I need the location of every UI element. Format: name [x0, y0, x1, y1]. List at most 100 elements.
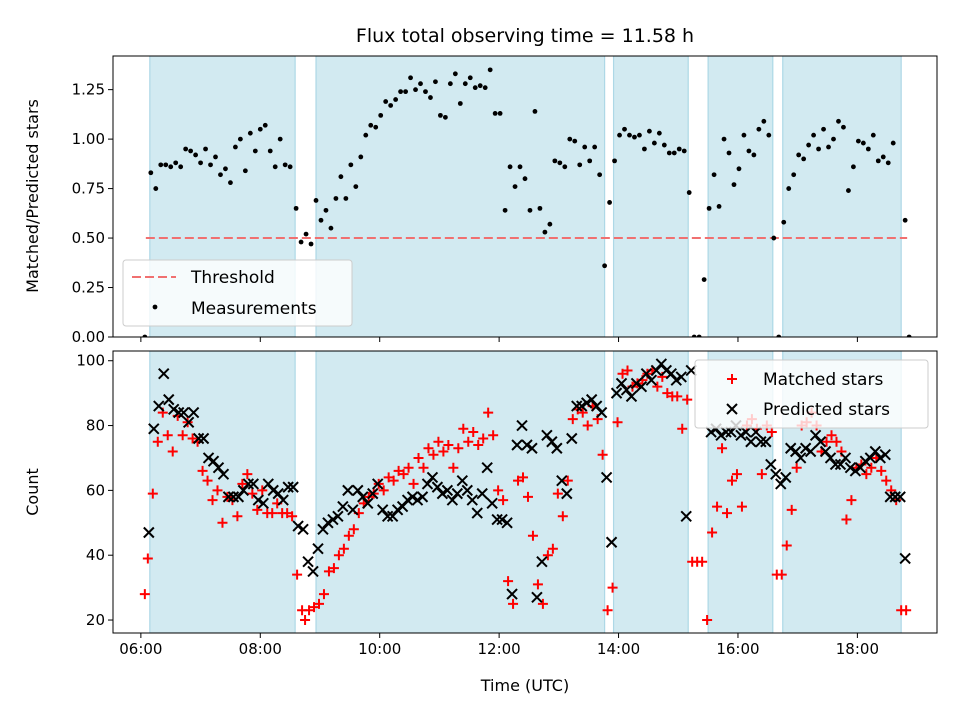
data-point	[348, 162, 354, 168]
matched-point	[493, 485, 504, 496]
predicted-point	[645, 374, 658, 386]
predicted-point	[202, 452, 215, 464]
predicted-point	[252, 494, 265, 506]
predicted-point	[780, 471, 792, 484]
observing-window	[782, 56, 902, 337]
data-point	[388, 103, 394, 108]
data-point	[587, 158, 593, 164]
predicted-point	[187, 406, 200, 419]
matched-point	[197, 465, 208, 476]
data-point	[597, 172, 603, 178]
predicted-point	[222, 491, 235, 503]
data-point	[173, 160, 179, 166]
predicted-point	[740, 426, 752, 438]
data-point	[363, 132, 369, 138]
predicted-point	[556, 474, 568, 487]
matched-point	[388, 475, 399, 486]
predicted-point	[332, 510, 344, 523]
data-point	[318, 217, 324, 223]
matched-point	[567, 414, 578, 425]
predicted-point	[794, 452, 807, 464]
predicted-point	[396, 500, 409, 513]
matched-point	[202, 475, 213, 486]
data-point	[343, 196, 349, 201]
data-point	[766, 132, 772, 138]
data-point	[796, 152, 802, 158]
data-point	[423, 89, 428, 95]
predicted-point	[526, 442, 538, 454]
predicted-point	[620, 384, 633, 396]
data-point	[771, 235, 777, 241]
predicted-point	[287, 481, 299, 493]
legend-measurements-swatch	[152, 304, 158, 310]
predicted-point	[585, 393, 598, 406]
data-point	[572, 138, 578, 144]
predicted-point	[755, 436, 767, 448]
predicted-point	[406, 491, 419, 503]
matched-point	[403, 462, 414, 473]
predicted-point	[337, 500, 349, 513]
data-point	[257, 126, 263, 132]
data-point	[731, 182, 737, 188]
legend-matched-swatch	[727, 374, 737, 384]
matched-point	[542, 550, 553, 561]
predicted-point	[352, 484, 364, 497]
predicted-point	[158, 367, 170, 380]
predicted-point	[386, 510, 399, 523]
data-point	[826, 144, 831, 150]
data-point	[267, 148, 273, 154]
data-point	[328, 225, 334, 231]
predicted-point	[590, 400, 603, 412]
data-point	[542, 229, 548, 235]
plot-area	[142, 56, 912, 337]
predicted-point	[799, 442, 812, 454]
data-point	[831, 136, 836, 142]
matched-point	[597, 449, 608, 460]
matched-point	[831, 436, 842, 447]
bottom-panel: 06:00 08:00 10:00 12:00 14:00 16:00 18:00 20 40 6…	[76, 350, 938, 658]
data-point	[428, 95, 433, 100]
data-point	[183, 146, 189, 152]
data-point	[522, 176, 528, 182]
predicted-point	[625, 390, 638, 403]
matched-point	[162, 430, 173, 441]
matched-point	[458, 423, 469, 434]
matched-point	[398, 469, 409, 480]
matched-point	[652, 381, 663, 392]
data-point	[651, 140, 657, 146]
matched-point	[142, 553, 153, 564]
data-point	[736, 166, 742, 172]
matched-point	[577, 407, 588, 418]
matched-point	[498, 495, 509, 506]
data-point	[303, 231, 309, 237]
predicted-point	[715, 429, 727, 441]
data-point	[333, 196, 339, 201]
data-point	[163, 162, 169, 168]
data-point	[547, 221, 553, 227]
matched-point	[707, 527, 718, 538]
data-point	[482, 85, 488, 91]
predicted-point	[227, 491, 240, 503]
legend-matched-label: Matched stars	[763, 370, 883, 390]
y-tick-label: 80	[86, 417, 105, 435]
matched-point	[697, 556, 708, 567]
predicted-point	[441, 484, 454, 497]
predicted-point	[167, 403, 180, 416]
data-point	[323, 207, 329, 213]
y-tick-label: 0.50	[72, 229, 105, 247]
x-tick-label: 14:00	[597, 640, 640, 658]
matched-point	[408, 478, 419, 489]
data-point	[537, 205, 543, 211]
legend-predicted-swatch	[726, 403, 738, 415]
predicted-point	[511, 439, 523, 451]
predicted-point	[347, 504, 359, 516]
data-point	[642, 146, 647, 152]
data-point	[233, 144, 238, 150]
matched-point	[821, 436, 832, 447]
data-point	[237, 136, 243, 142]
predicted-point	[247, 478, 260, 490]
data-point	[223, 166, 228, 172]
data-point	[751, 152, 757, 158]
predicted-point	[476, 487, 488, 500]
matched-point	[791, 462, 802, 473]
